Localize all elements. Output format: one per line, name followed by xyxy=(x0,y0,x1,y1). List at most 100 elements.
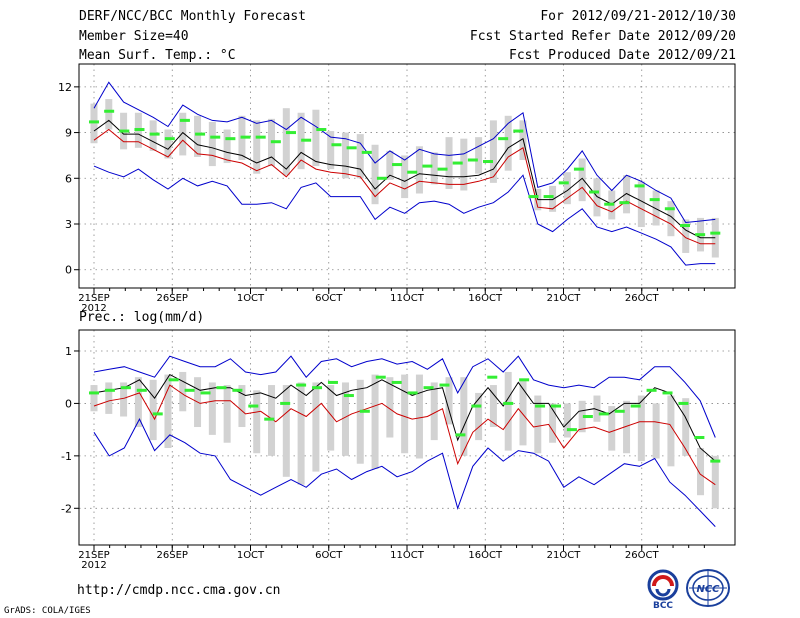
spread-box xyxy=(563,172,571,205)
observed-marker xyxy=(619,201,630,205)
spread-box xyxy=(623,175,631,214)
observed-marker xyxy=(604,202,615,206)
spread-box xyxy=(578,400,586,433)
source-url[interactable]: http://cmdp.ncc.cma.gov.cn xyxy=(77,583,281,598)
figure-title: DERF/NCC/BCC Monthly Forecast xyxy=(79,9,306,24)
observed-marker xyxy=(487,375,498,379)
spread-box xyxy=(430,382,438,441)
spread-box xyxy=(164,374,172,448)
observed-marker xyxy=(210,135,221,139)
spread-box xyxy=(105,99,113,130)
y-tick-label: -1 xyxy=(61,450,72,463)
observed-marker xyxy=(312,386,323,390)
x-tick-label: 26OCT xyxy=(625,550,660,561)
x-tick-sublabel: 2012 xyxy=(81,560,106,571)
observed-marker xyxy=(359,409,370,413)
observed-marker xyxy=(543,195,554,199)
observed-marker xyxy=(264,417,275,421)
ncc-logo: NCC xyxy=(686,569,730,607)
observed-marker xyxy=(407,170,418,174)
observed-marker xyxy=(149,132,160,136)
spread-box xyxy=(401,155,409,199)
observed-marker xyxy=(200,391,211,395)
spread-box xyxy=(652,190,660,226)
bcc-logo-text: BCC xyxy=(653,601,673,610)
spread-box xyxy=(179,371,187,412)
spread-box xyxy=(652,403,660,459)
spread-box xyxy=(312,109,320,167)
spread-box xyxy=(401,374,409,454)
observed-marker xyxy=(301,138,312,142)
observed-marker xyxy=(423,386,434,390)
observed-marker xyxy=(280,401,291,405)
observed-marker xyxy=(391,380,402,384)
forecast-produced-date: Fcst Produced Date 2012/09/21 xyxy=(509,48,736,63)
observed-marker xyxy=(471,404,482,408)
x-tick-label: 21OCT xyxy=(547,550,582,561)
x-tick-label: 1OCT xyxy=(237,293,265,304)
spread-box xyxy=(341,132,349,179)
spread-box xyxy=(194,115,202,157)
spread-box xyxy=(682,219,690,253)
x-tick-label: 26SEP xyxy=(157,550,188,561)
spread-box xyxy=(667,395,675,467)
x-tick-sublabel: 2012 xyxy=(81,303,106,314)
observed-marker xyxy=(519,378,530,382)
spread-box xyxy=(608,406,616,451)
observed-marker xyxy=(558,181,569,185)
observed-marker xyxy=(346,146,357,150)
spread-box xyxy=(534,395,542,454)
spread-box xyxy=(445,137,453,189)
observed-marker xyxy=(376,176,387,180)
observed-marker xyxy=(195,132,206,136)
observed-marker xyxy=(535,404,546,408)
observed-marker xyxy=(104,109,115,113)
observed-marker xyxy=(422,164,433,168)
x-tick-label: 6OCT xyxy=(315,550,343,561)
x-tick-label: 26OCT xyxy=(625,293,660,304)
observed-marker xyxy=(646,388,657,392)
spread-box xyxy=(504,371,512,451)
spread-box xyxy=(208,382,216,435)
spread-box xyxy=(430,152,438,185)
spread-box xyxy=(415,374,423,459)
x-tick-label: 21SEP xyxy=(78,550,109,561)
observed-marker xyxy=(452,161,463,165)
spread-box xyxy=(371,374,379,469)
spread-box xyxy=(297,112,305,170)
observed-marker xyxy=(630,404,641,408)
series-line-min xyxy=(93,165,716,266)
spread-box xyxy=(253,390,261,454)
spread-box xyxy=(711,217,719,258)
observed-marker xyxy=(152,412,163,416)
spread-box xyxy=(593,178,601,217)
spread-box xyxy=(312,382,320,472)
spread-box xyxy=(711,455,719,509)
observed-marker xyxy=(598,412,609,416)
observed-marker xyxy=(710,231,721,235)
spread-box xyxy=(90,103,98,144)
observed-marker xyxy=(679,224,690,228)
observed-marker xyxy=(482,160,493,164)
observed-marker xyxy=(407,391,418,395)
observed-marker xyxy=(216,386,227,390)
observed-marker xyxy=(316,128,327,132)
spread-box xyxy=(682,398,690,456)
observed-marker xyxy=(134,128,145,132)
spread-box xyxy=(282,385,290,477)
x-tick-label: 16OCT xyxy=(468,293,503,304)
observed-marker xyxy=(664,207,675,211)
observed-marker xyxy=(343,394,354,398)
observed-marker xyxy=(528,195,539,199)
y-tick-label: -2 xyxy=(61,502,72,515)
temp-variable-label: Mean Surf. Temp.: °C xyxy=(79,48,236,63)
observed-marker xyxy=(582,415,593,419)
spread-box xyxy=(134,377,142,428)
observed-marker xyxy=(662,391,673,395)
spread-box xyxy=(386,150,394,180)
spread-box xyxy=(504,115,512,171)
x-tick-label: 21OCT xyxy=(547,293,582,304)
spread-box xyxy=(415,146,423,194)
observed-marker xyxy=(119,129,130,133)
